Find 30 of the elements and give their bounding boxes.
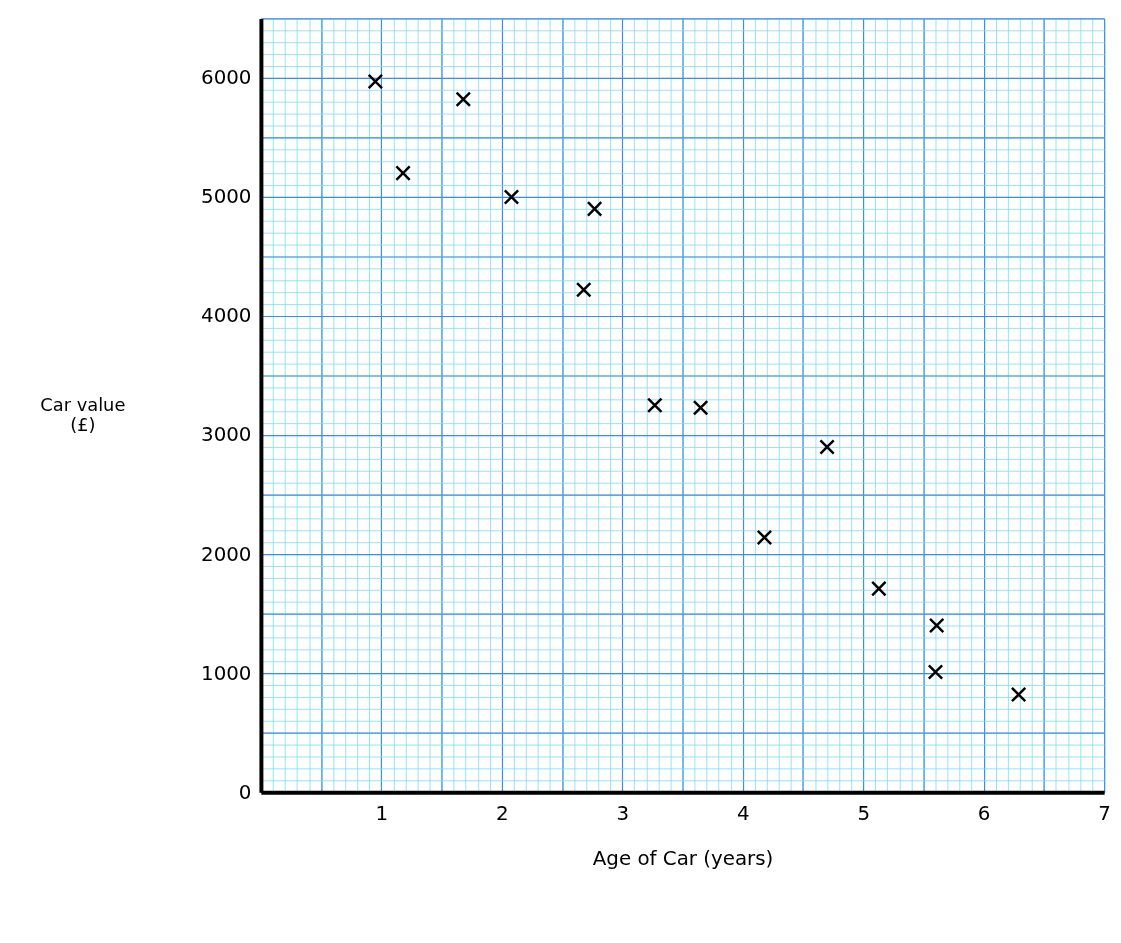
y-tick-label: 0 — [238, 780, 252, 804]
point — [455, 91, 472, 108]
x-tick-label: 6 — [977, 802, 991, 826]
point — [756, 529, 773, 546]
y-tick-label: 3000 — [201, 423, 252, 447]
point — [692, 399, 709, 416]
x-tick-label: 2 — [496, 802, 509, 826]
point — [395, 165, 411, 182]
point — [503, 189, 520, 205]
point — [927, 664, 944, 680]
point — [819, 439, 835, 455]
y-tick-label: 6000 — [201, 66, 252, 90]
point — [928, 617, 945, 634]
y-tick-label: 1000 — [201, 661, 252, 685]
point — [367, 73, 384, 90]
y-tick-label: 4000 — [201, 304, 252, 328]
point — [646, 397, 663, 414]
x-tick-label: 4 — [736, 802, 750, 826]
y-tick-label: 5000 — [201, 185, 252, 209]
x-tick-label: 3 — [616, 802, 630, 826]
y-axis-title: Car value (£) — [40, 393, 126, 435]
point — [1010, 686, 1027, 703]
point — [870, 580, 887, 597]
x-tick-label: 1 — [375, 802, 389, 826]
point — [586, 200, 603, 217]
x-tick-label: 7 — [1098, 802, 1111, 826]
point — [575, 281, 592, 298]
x-axis-title: Age of Car (years) — [592, 847, 774, 871]
x-tick-label: 5 — [857, 802, 871, 826]
y-tick-label: 2000 — [201, 542, 252, 566]
